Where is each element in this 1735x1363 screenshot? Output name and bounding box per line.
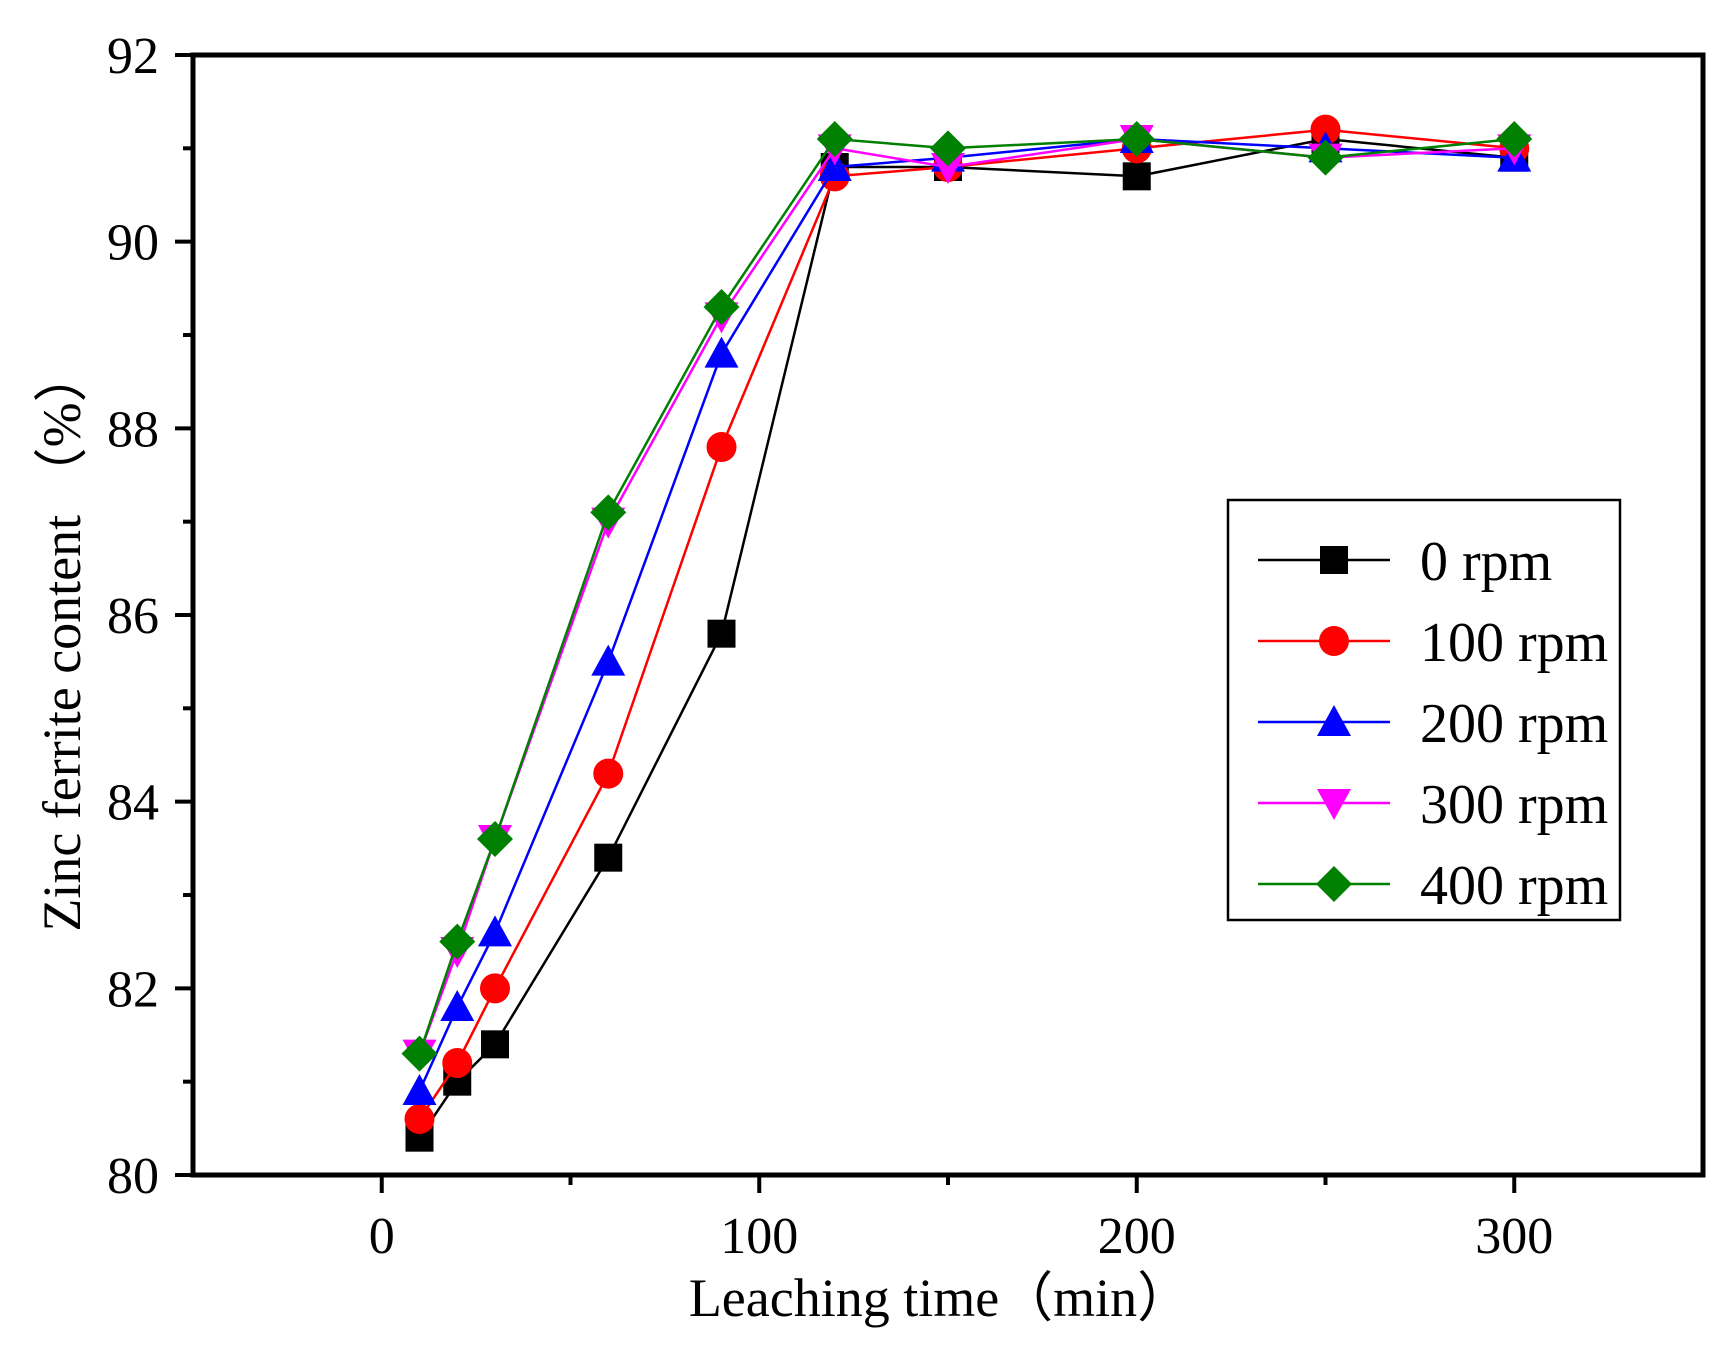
data-point bbox=[817, 150, 852, 181]
data-point bbox=[442, 1048, 473, 1078]
x-tick-label: 0 bbox=[369, 1208, 395, 1265]
data-point bbox=[590, 494, 627, 531]
y-tick-label: 90 bbox=[107, 215, 159, 272]
data-point bbox=[478, 915, 512, 947]
y-tick-label: 82 bbox=[107, 961, 159, 1018]
y-tick-label: 84 bbox=[107, 775, 159, 832]
x-axis-label: Leaching time（min） bbox=[689, 1268, 1191, 1328]
data-point bbox=[477, 821, 513, 857]
y-tick-label: 88 bbox=[107, 401, 159, 458]
data-point bbox=[816, 121, 853, 157]
data-point bbox=[706, 432, 737, 462]
x-tick-label: 200 bbox=[1098, 1208, 1176, 1265]
y-tick-label: 80 bbox=[107, 1148, 159, 1205]
series-line bbox=[418, 137, 1515, 1092]
y-tick-label: 86 bbox=[107, 588, 159, 645]
legend: 0 rpm 100 rpm 200 rpm 300 rpm 400 rpm bbox=[1226, 498, 1622, 922]
data-point bbox=[591, 644, 626, 676]
data-point bbox=[1310, 114, 1341, 145]
series-line bbox=[418, 137, 1515, 1139]
legend-label: 400 rpm bbox=[1420, 855, 1608, 917]
legend-box bbox=[1226, 498, 1622, 922]
data-point bbox=[1122, 162, 1151, 191]
data-point bbox=[481, 1030, 509, 1059]
series-line bbox=[418, 128, 1515, 1120]
series-layer bbox=[401, 114, 1533, 1152]
data-point bbox=[402, 1074, 437, 1105]
x-tick-label: 300 bbox=[1475, 1208, 1553, 1265]
data-point bbox=[593, 758, 624, 789]
data-point bbox=[480, 973, 510, 1004]
data-point bbox=[931, 153, 965, 184]
y-tick-label: 92 bbox=[107, 28, 159, 85]
data-point bbox=[707, 619, 736, 648]
legend-marker bbox=[1319, 626, 1349, 656]
data-point bbox=[1307, 139, 1344, 176]
legend-marker bbox=[1316, 866, 1352, 902]
legend-marker bbox=[1320, 546, 1348, 574]
series-line bbox=[418, 137, 1515, 1055]
data-point bbox=[1496, 121, 1533, 157]
data-point bbox=[439, 923, 476, 960]
legend-label: 100 rpm bbox=[1420, 612, 1608, 674]
ticks-layer: 0 100 200 300 80 82 84 86 88 90 92 bbox=[107, 28, 1553, 1265]
data-point bbox=[930, 130, 966, 167]
data-point bbox=[594, 843, 623, 872]
legend-marker bbox=[1317, 789, 1351, 820]
data-point bbox=[404, 1104, 435, 1134]
data-point bbox=[703, 289, 740, 325]
x-tick-label: 100 bbox=[720, 1208, 798, 1265]
data-point bbox=[704, 336, 739, 368]
legend-marker bbox=[1317, 705, 1351, 736]
plot-frame bbox=[190, 52, 1706, 1178]
data-point bbox=[1118, 121, 1155, 157]
legend-label: 300 rpm bbox=[1420, 774, 1608, 836]
legend-label: 0 rpm bbox=[1420, 531, 1552, 593]
y-axis-label: Zinc ferrite content （%） bbox=[32, 348, 92, 931]
data-point bbox=[401, 1035, 438, 1072]
legend-label: 200 rpm bbox=[1420, 693, 1608, 755]
data-point bbox=[440, 990, 475, 1021]
